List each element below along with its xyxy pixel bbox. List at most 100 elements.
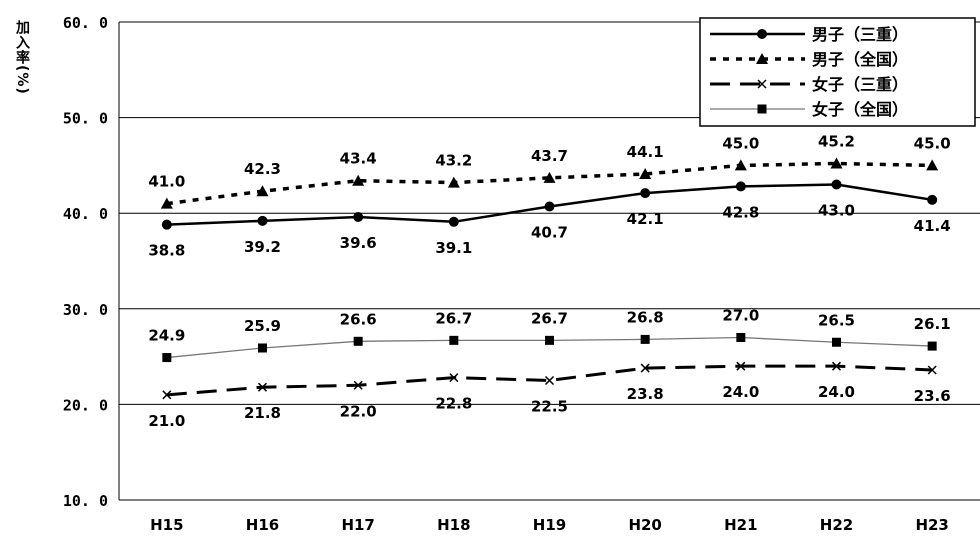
data-label: 42.3 [244, 160, 281, 178]
data-point [545, 335, 554, 345]
data-label: 43.4 [340, 150, 377, 168]
data-label: 45.0 [914, 134, 951, 152]
data-label: 24.0 [818, 383, 855, 401]
legend-marker [757, 104, 767, 114]
data-point [926, 159, 939, 171]
data-point [257, 215, 268, 226]
data-point [640, 188, 651, 199]
x-tick-label: H18 [437, 516, 470, 534]
data-point [734, 159, 747, 171]
y-axis-label: 加入率(%) [14, 20, 30, 95]
data-point [830, 157, 843, 169]
data-label: 21.8 [244, 404, 281, 422]
data-label: 42.8 [722, 203, 759, 221]
y-tick-label: 30. 0 [63, 301, 108, 319]
data-label: 27.0 [722, 306, 759, 324]
data-point [544, 375, 555, 386]
data-label: 26.8 [627, 308, 664, 326]
data-label: 23.6 [914, 387, 951, 405]
data-label: 26.6 [340, 310, 377, 328]
data-label: 44.1 [627, 143, 664, 161]
data-point [448, 216, 459, 227]
data-point [161, 219, 172, 230]
data-point [639, 168, 652, 180]
legend-marker [757, 79, 767, 89]
data-label: 26.1 [914, 315, 951, 333]
data-label: 24.0 [722, 383, 759, 401]
y-tick-label: 40. 0 [63, 205, 108, 223]
data-point [640, 334, 650, 344]
data-label: 41.4 [914, 217, 951, 235]
data-label: 24.9 [148, 327, 185, 345]
data-point [544, 201, 555, 212]
data-label: 26.5 [818, 311, 855, 329]
data-point [736, 361, 746, 371]
y-tick-label: 50. 0 [63, 110, 108, 128]
data-point [160, 197, 173, 209]
x-tick-label: H15 [150, 516, 183, 534]
data-point [257, 382, 268, 392]
data-label: 26.7 [435, 309, 472, 327]
legend-label: 女子（全国） [812, 100, 908, 119]
data-label: 42.1 [627, 210, 664, 228]
data-label: 40.7 [531, 224, 568, 242]
data-point [256, 185, 269, 197]
data-label: 45.0 [722, 134, 759, 152]
data-label: 25.9 [244, 317, 281, 335]
data-point [927, 194, 938, 205]
data-point [449, 373, 459, 383]
data-label: 39.1 [435, 239, 472, 257]
data-point [258, 343, 267, 353]
data-label: 38.8 [148, 242, 185, 260]
series-line-2 [166, 364, 933, 397]
data-point [927, 365, 937, 375]
data-point [162, 390, 172, 400]
data-point [449, 335, 459, 345]
data-label: 23.8 [627, 385, 664, 403]
data-point [832, 337, 841, 347]
legend-marker [756, 53, 768, 64]
data-label: 22.0 [340, 402, 377, 420]
legend-label: 男子（三重） [812, 25, 908, 44]
legend-box [699, 17, 976, 127]
x-tick-label: H23 [915, 516, 948, 534]
data-label: 21.0 [148, 412, 185, 430]
x-tick-label: H19 [533, 516, 566, 534]
data-point [447, 176, 460, 188]
data-label: 26.7 [531, 309, 568, 327]
y-tick-label: 60. 0 [63, 14, 108, 32]
x-tick-label: H20 [628, 516, 661, 534]
data-label: 39.2 [244, 238, 281, 256]
data-point [352, 174, 365, 186]
data-point [927, 341, 937, 351]
data-label: 22.8 [435, 395, 472, 413]
data-point [735, 181, 746, 192]
data-label: 45.2 [818, 132, 855, 150]
x-tick-label: H22 [820, 516, 853, 534]
y-tick-label: 10. 0 [63, 492, 108, 510]
data-point [831, 361, 842, 371]
data-point [543, 171, 556, 183]
series-line-1 [166, 161, 933, 206]
data-point [162, 353, 172, 363]
legend-label: 女子（三重） [812, 75, 908, 94]
legend-label: 男子（全国） [812, 50, 908, 69]
data-point [831, 179, 842, 190]
x-tick-label: H17 [341, 516, 374, 534]
x-tick-label: H16 [246, 516, 279, 534]
data-label: 43.0 [818, 202, 855, 220]
data-point [640, 363, 650, 373]
y-tick-label: 20. 0 [63, 396, 108, 414]
data-label: 39.6 [340, 234, 377, 252]
data-point [353, 212, 364, 223]
data-label: 43.2 [435, 152, 472, 170]
data-point [353, 336, 363, 346]
legend-marker [757, 29, 767, 39]
data-label: 43.7 [531, 147, 568, 165]
data-point [736, 332, 746, 342]
data-label: 22.5 [531, 398, 568, 416]
data-point [353, 380, 363, 390]
data-label: 41.0 [148, 173, 185, 191]
x-tick-label: H21 [724, 516, 757, 534]
